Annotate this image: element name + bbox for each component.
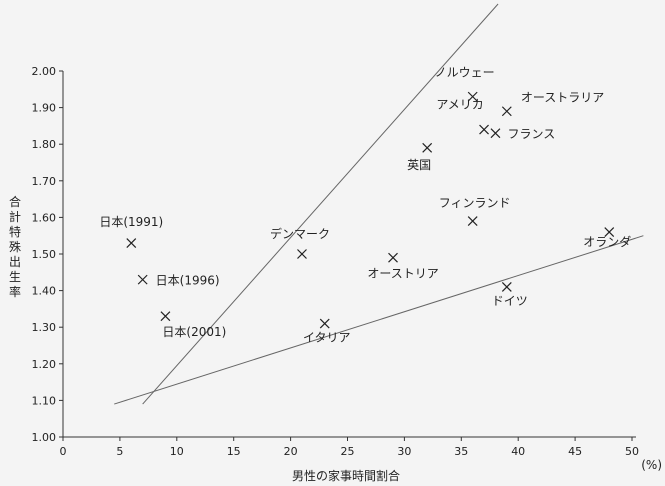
point-label: フランス [507,127,555,141]
y-tick-label: 1.90 [32,102,57,115]
point-label: オランダ [583,234,631,249]
y-tick-label: 1.20 [32,358,57,371]
point-label: イタリア [303,331,351,345]
point-marker [137,274,148,285]
data-point [501,106,512,117]
y-tick-label: 1.00 [32,431,57,444]
y-tick-label: 1.60 [32,211,57,224]
data-points [126,91,615,329]
trend-lines [114,3,644,405]
y-tick-label: 1.80 [32,138,57,151]
y-tick-label: 1.40 [32,285,57,298]
point-label: オーストラリア [521,90,604,104]
point-marker [479,124,489,135]
data-point [297,249,307,259]
x-tick-label: 25 [341,445,355,458]
x-tick-label: 15 [227,445,241,458]
point-label: オーストリア [367,267,438,281]
point-marker [297,249,307,259]
data-point [137,274,148,285]
x-tick-label: 0 [60,445,67,458]
data-point [422,142,433,153]
point-marker [501,282,512,292]
axes: 1.00 1.10 1.20 1.30 1.40 1.50 1.60 1.70 1.80 1.90… [32,65,640,458]
point-marker [490,128,501,139]
point-label: 日本(2001) [162,325,226,339]
x-tick-label: 35 [454,445,468,458]
point-label: 英国 [407,158,431,172]
data-point [501,282,512,292]
data-point [490,128,501,139]
point-marker [604,227,615,237]
data-point [388,252,398,263]
y-tick-label: 1.70 [32,175,57,188]
trend-line [114,235,644,405]
data-point [479,124,489,135]
x-tick-label: 10 [170,445,184,458]
y-tick-label: 1.30 [32,321,57,334]
trend-line [142,3,499,405]
point-label: 日本(1991) [99,215,163,229]
data-point [467,91,478,102]
x-tick-label: 5 [116,445,123,458]
x-tick-label: 50 [625,445,639,458]
x-tick-label: 30 [397,445,411,458]
point-marker [422,142,433,153]
data-point [160,311,171,322]
data-point [604,227,615,237]
x-axis-unit: (%) [641,458,662,472]
point-marker [319,318,330,329]
point-marker [388,252,398,263]
x-tick-label: 45 [568,445,582,458]
y-tick-label: 1.50 [32,248,57,261]
point-label: ドイツ [492,294,528,308]
point-label: フィンランド [439,196,511,210]
point-marker [501,106,512,117]
y-tick-label: 2.00 [32,65,57,78]
point-marker [160,311,171,322]
data-point [126,238,137,248]
x-axis-label: 男性の家事時間割合 [292,468,400,483]
point-marker [126,238,137,248]
point-label: 日本(1996) [156,274,220,288]
point-label: アメリカ [436,98,483,112]
point-marker [467,216,478,226]
data-point [467,216,478,226]
point-label: ノルウェー [435,66,495,80]
y-axis-label: 合計特殊出生率 [8,195,21,299]
x-tick-label: 20 [284,445,298,458]
x-tick-label: 40 [511,445,525,458]
point-label: デンマーク [270,226,330,241]
data-point [319,318,330,329]
y-tick-label: 1.10 [32,394,57,407]
point-marker [467,91,478,102]
